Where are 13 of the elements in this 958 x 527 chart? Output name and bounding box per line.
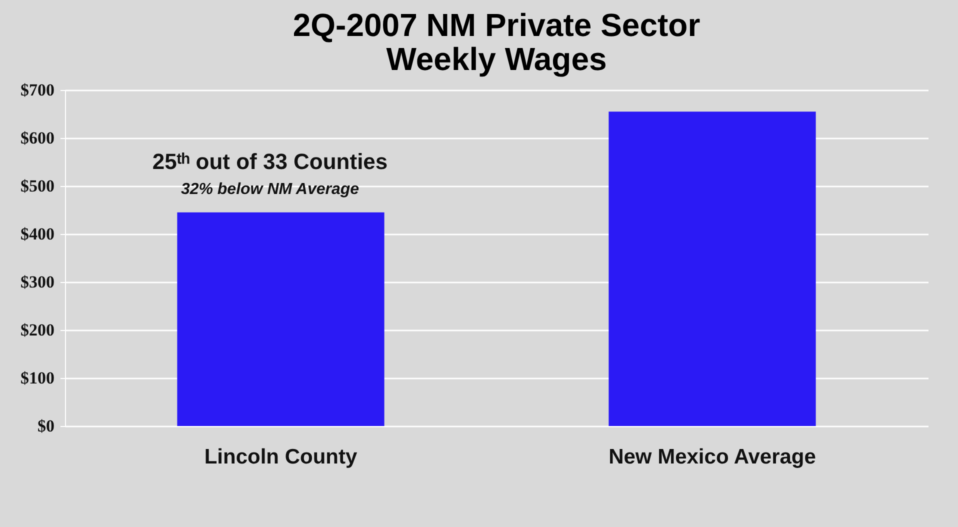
y-tick-label: $500	[20, 176, 54, 196]
y-tick-label: $700	[20, 80, 54, 100]
x-tick-label: Lincoln County	[204, 446, 358, 468]
y-tick-label: $300	[20, 272, 54, 292]
annotation: 32% below NM Average	[180, 181, 360, 198]
x-tick-label: New Mexico Average	[608, 446, 816, 468]
y-tick-label: $0	[38, 416, 54, 436]
y-tick-label: $400	[20, 224, 54, 244]
y-tick-label: $200	[20, 320, 54, 340]
y-tick-label: $100	[20, 368, 54, 388]
annotation: 25ᵗʰ out of 33 Counties	[152, 149, 388, 174]
y-tick-label: $600	[20, 128, 54, 148]
chart-title: 2Q-2007 NM Private Sector Weekly Wages	[292, 7, 700, 77]
